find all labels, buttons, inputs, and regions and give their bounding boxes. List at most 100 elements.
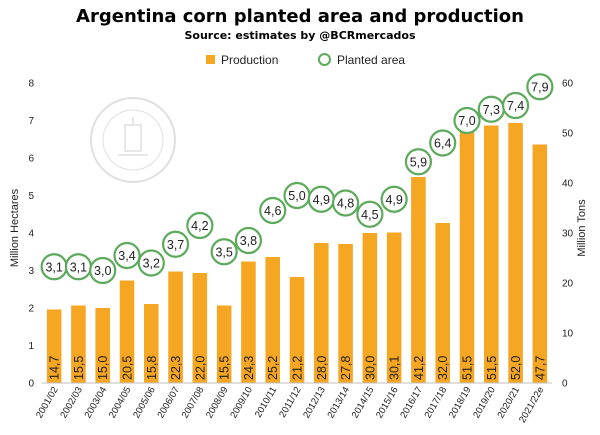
y-right-tick-label: 0 — [562, 379, 568, 390]
x-category-label: 2010/11 — [253, 385, 279, 420]
bars-layer — [46, 123, 548, 383]
legend-item-planted-area: Planted area — [318, 53, 405, 67]
x-category-label: 2007/08 — [180, 385, 207, 420]
planted-area-data-label: 3,7 — [167, 238, 184, 252]
x-category-label: 2005/06 — [131, 385, 158, 420]
x-category-label: 2001/02 — [34, 385, 61, 420]
planted-area-data-label: 7,3 — [483, 103, 500, 117]
production-data-label: 24,3 — [242, 356, 256, 380]
x-category-label: 2014/15 — [350, 385, 377, 420]
y-left-tick-label: 7 — [28, 116, 34, 127]
planted-area-data-label: 3,8 — [240, 234, 257, 248]
legend-circle-swatch-icon — [318, 53, 331, 67]
planted-area-data-label: 4,2 — [191, 219, 208, 233]
production-data-label: 30,1 — [388, 356, 402, 380]
production-bar — [532, 144, 548, 383]
production-data-label: 27,8 — [339, 356, 353, 380]
y-left-tick-label: 6 — [28, 154, 34, 165]
planted-area-data-label: 4,9 — [313, 193, 330, 207]
y-right-tick-label: 10 — [562, 329, 574, 340]
x-category-label: 2009/10 — [228, 385, 255, 420]
production-bar — [484, 125, 499, 383]
chart-title: Argentina corn planted area and producti… — [76, 6, 524, 27]
production-bar — [216, 305, 232, 383]
planted-area-marker — [404, 148, 433, 176]
production-bar — [435, 223, 450, 383]
production-bar — [46, 309, 62, 383]
planted-area-data-label: 3,1 — [45, 260, 62, 274]
planted-area-marker — [89, 256, 117, 285]
planted-area-data-label: 6,4 — [434, 137, 451, 151]
production-data-label: 15,0 — [96, 356, 110, 380]
production-bar — [71, 305, 86, 383]
planted-area-data-label: 4,5 — [361, 208, 378, 222]
production-data-label: 51,5 — [461, 356, 475, 380]
production-bar — [289, 277, 305, 383]
production-bar — [192, 273, 208, 383]
planted-area-marker — [453, 106, 481, 135]
x-category-label: 2013/14 — [325, 385, 352, 420]
planted-area-data-label: 3,4 — [118, 249, 135, 263]
production-data-label: 32,0 — [436, 356, 450, 380]
x-category-label: 2008/09 — [204, 385, 231, 420]
production-data-label: 22,0 — [193, 356, 207, 380]
planted-area-data-label: 3,1 — [70, 260, 87, 274]
production-data-label: 20,5 — [121, 356, 135, 380]
production-data-label: 15,5 — [72, 356, 86, 380]
production-bar — [241, 261, 256, 383]
y-left-tick-label: 0 — [28, 379, 34, 390]
production-bar — [508, 123, 523, 383]
production-bar — [386, 232, 402, 383]
production-data-label: 15,8 — [145, 356, 159, 380]
planted-area-data-label: 7,4 — [507, 99, 524, 113]
production-bar — [338, 244, 353, 383]
production-bar — [362, 233, 378, 383]
y-left-tick-label: 1 — [28, 341, 34, 352]
planted-area-marker — [429, 129, 457, 157]
planted-area-marker — [210, 238, 238, 266]
y-left-tick-label: 4 — [28, 229, 34, 240]
production-data-label: 47,7 — [533, 356, 547, 380]
x-category-label: 2018/19 — [447, 385, 474, 420]
x-category-label: 2017/18 — [423, 385, 450, 420]
x-category-label: 2004/05 — [107, 385, 134, 420]
planted-area-data-label: 3,0 — [94, 264, 111, 278]
legend-item-production: Production — [206, 53, 278, 67]
planted-area-marker — [380, 185, 408, 213]
planted-area-marker — [356, 200, 384, 228]
x-category-label: 2019/20 — [471, 385, 498, 420]
production-data-label: 51,5 — [485, 356, 499, 380]
production-data-label: 28,0 — [315, 356, 329, 380]
planted-area-data-label: 4,9 — [385, 193, 402, 207]
x-category-label: 2003/04 — [83, 385, 110, 420]
production-bar — [95, 308, 110, 383]
planted-area-data-label: 3,2 — [143, 257, 160, 271]
planted-area-marker — [186, 211, 214, 240]
planted-area-marker — [331, 189, 360, 217]
production-data-label: 25,2 — [266, 356, 280, 380]
y-left-tick-label: 8 — [28, 79, 34, 90]
production-data-label: 30,0 — [363, 356, 377, 380]
production-data-label: 41,2 — [412, 356, 426, 380]
y-axis-right-label: Million Tons — [576, 199, 588, 257]
seal-watermark-icon — [90, 97, 176, 183]
production-bar — [459, 125, 475, 383]
planted-area-marker — [161, 230, 190, 258]
x-category-label: 2002/03 — [58, 385, 85, 420]
production-data-label: 15,5 — [218, 356, 232, 380]
production-bar — [119, 280, 135, 383]
y-left-tick-label: 3 — [28, 266, 34, 277]
y-right-tick-label: 60 — [562, 79, 574, 90]
y-right-tick-label: 30 — [562, 229, 574, 240]
x-category-label: 2006/07 — [155, 385, 182, 420]
planted-area-marker — [137, 249, 165, 277]
x-category-label: 2011/12 — [277, 385, 303, 420]
planted-area-data-label: 4,6 — [264, 204, 281, 218]
x-category-label: 2016/17 — [398, 385, 425, 420]
production-data-label: 52,0 — [509, 356, 523, 380]
planted-area-marker — [234, 226, 263, 255]
labels-layer: 14,7 2001/02 15,5 2002/03 15,0 2003/04 20,5 200… — [34, 356, 547, 425]
legend-label-production: Production — [221, 53, 279, 67]
production-bar — [314, 243, 329, 383]
